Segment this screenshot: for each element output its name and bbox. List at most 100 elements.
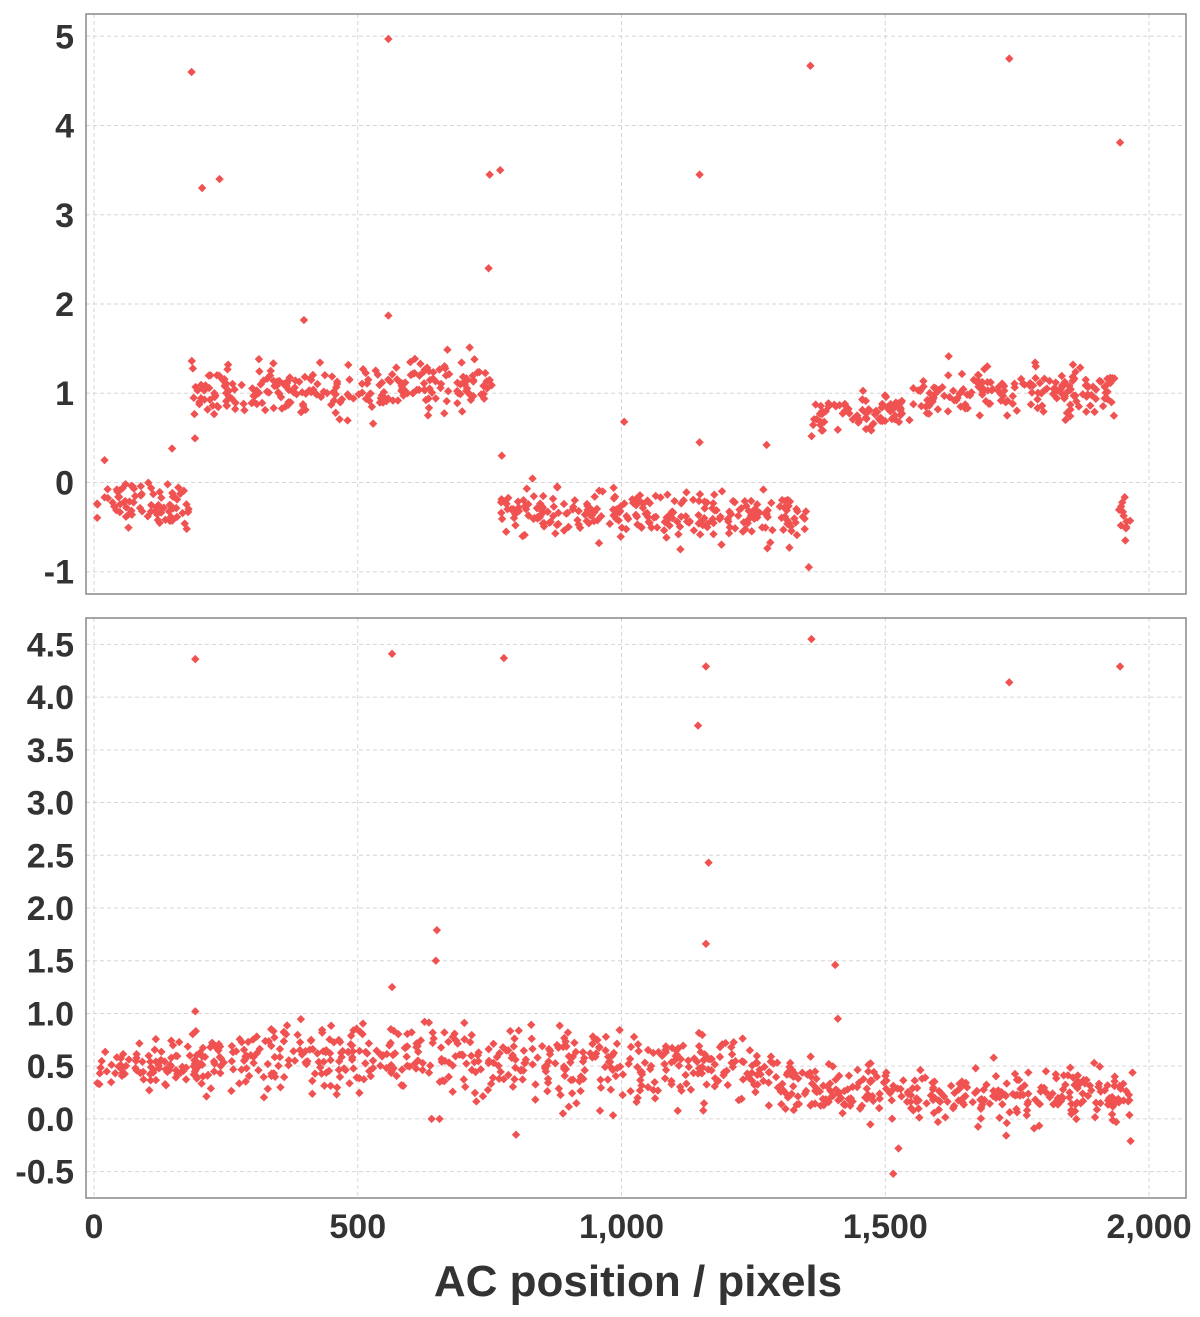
top-data-point	[725, 523, 735, 532]
bottom-data-point	[347, 1055, 357, 1064]
bottom-data-point	[420, 1017, 429, 1027]
top-data-point	[664, 511, 674, 520]
top-data-point	[384, 34, 393, 44]
top-data-point	[537, 502, 547, 511]
bottom-data-point	[609, 1048, 619, 1058]
top-data-point	[1012, 406, 1022, 415]
top-data-point	[594, 486, 604, 495]
bottom-data-point	[352, 1024, 361, 1033]
bottom-data-point	[677, 1086, 686, 1095]
top-data-point	[172, 495, 182, 504]
top-data-point	[890, 411, 900, 420]
top-data-point	[865, 406, 874, 416]
bottom-data-point	[341, 1065, 350, 1075]
bottom-data-point	[1010, 1069, 1020, 1079]
bottom-data-point	[510, 1034, 519, 1043]
bottom-data-point	[460, 1035, 469, 1044]
bottom-data-point	[124, 1055, 134, 1064]
bottom-data-point	[179, 1066, 188, 1075]
top-data-point	[753, 513, 762, 522]
top-data-point	[297, 388, 307, 397]
bottom-data-point	[976, 1114, 986, 1123]
bottom-data-point	[629, 1032, 639, 1042]
bottom-data-point	[171, 1066, 181, 1075]
top-data-point	[925, 388, 934, 398]
bottom-data-point	[418, 1058, 427, 1068]
top-data-point	[1048, 389, 1058, 399]
bottom-data-point	[453, 1039, 462, 1048]
bottom-data-point	[151, 1034, 161, 1044]
bottom-data-point	[846, 1101, 855, 1110]
top-data-point	[276, 392, 286, 402]
bottom-data-point	[389, 1026, 399, 1036]
bottom-data-point	[982, 1080, 991, 1089]
bottom-data-point	[618, 1090, 627, 1100]
bottom-data-point	[116, 1054, 126, 1063]
bottom-data-point	[275, 1052, 285, 1062]
bottom-data-point	[483, 1085, 493, 1095]
top-data-point	[250, 391, 259, 401]
top-data-point	[1082, 407, 1091, 416]
bottom-data-point	[882, 1076, 891, 1085]
bottom-data-point	[305, 1045, 314, 1054]
top-data-point	[1020, 380, 1029, 389]
top-data-point	[617, 523, 627, 532]
top-data-point	[682, 488, 691, 497]
bottom-data-point	[751, 1087, 760, 1097]
top-data-point	[138, 507, 147, 516]
top-data-point	[961, 400, 970, 409]
bottom-data-point	[649, 1085, 658, 1095]
top-data-point	[787, 526, 796, 536]
bottom-data-point	[1066, 1063, 1075, 1072]
bottom-data-point	[448, 1061, 457, 1070]
bottom-data-point	[661, 1042, 671, 1051]
bottom-data-point	[392, 1071, 401, 1081]
bottom-data-point	[961, 1078, 971, 1088]
bottom-data-point	[1065, 1088, 1074, 1097]
bottom-data-point	[1005, 678, 1014, 687]
bottom-data-point	[192, 1057, 201, 1066]
bottom-data-point	[509, 1042, 518, 1051]
top-data-point	[983, 362, 992, 371]
bottom-data-point	[460, 1018, 469, 1028]
bottom-data-point	[566, 1058, 575, 1067]
top-data-point	[800, 524, 809, 534]
top-data-point	[277, 404, 287, 413]
bottom-y-tick-label: 4.5	[27, 626, 74, 664]
top-data-point	[730, 498, 739, 507]
top-data-point	[930, 389, 940, 399]
bottom-data-point	[332, 1083, 342, 1092]
bottom-data-point	[338, 1046, 347, 1056]
bottom-y-tick-label: 0.5	[27, 1048, 74, 1086]
bottom-data-point	[897, 1092, 906, 1101]
top-data-point	[642, 508, 652, 518]
top-data-point	[611, 514, 621, 524]
bottom-data-point	[471, 1067, 480, 1077]
bottom-data-point	[701, 662, 711, 671]
top-data-point	[777, 513, 786, 523]
top-data-point	[497, 495, 506, 504]
bottom-data-point	[661, 1065, 671, 1075]
bottom-data-point	[120, 1069, 129, 1079]
top-data-point	[749, 508, 758, 517]
top-data-point	[343, 390, 352, 399]
top-data-point	[156, 508, 166, 517]
bottom-data-point	[1110, 1072, 1119, 1081]
bottom-data-point	[237, 1037, 246, 1047]
bottom-data-point	[896, 1084, 905, 1094]
top-data-point	[453, 398, 462, 408]
top-data-point	[809, 415, 819, 424]
bottom-data-point	[1115, 662, 1125, 671]
top-data-point	[511, 521, 520, 530]
top-data-point	[469, 391, 478, 401]
top-data-point	[1109, 411, 1119, 420]
bottom-data-point	[794, 1099, 804, 1109]
bottom-data-point	[527, 1034, 536, 1043]
bottom-data-point	[739, 1057, 748, 1067]
bottom-data-point	[332, 1090, 341, 1099]
bottom-data-point	[146, 1076, 155, 1085]
bottom-data-point	[116, 1061, 126, 1070]
top-data-point	[479, 381, 488, 391]
top-data-point	[112, 505, 121, 515]
bottom-data-point	[95, 1080, 104, 1089]
